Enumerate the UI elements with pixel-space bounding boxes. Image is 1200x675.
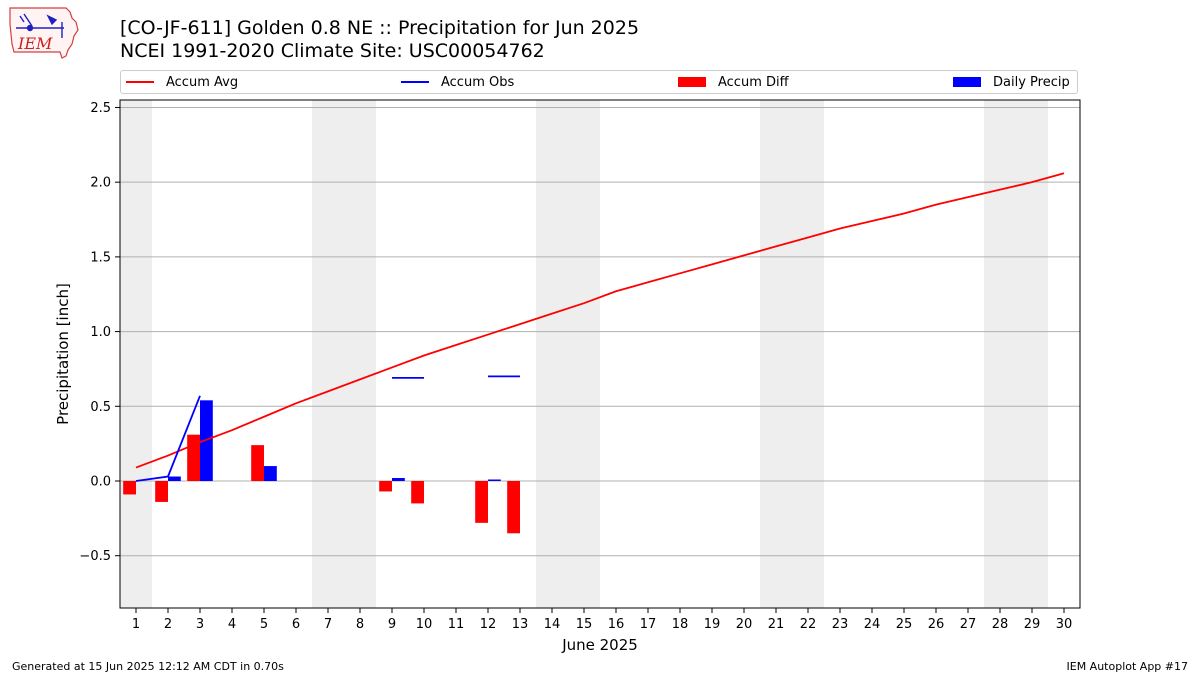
x-tick-label: 26 — [928, 617, 945, 632]
weekend-shading — [120, 100, 1048, 608]
y-tick-label: 0.0 — [90, 475, 111, 490]
chart-title: [CO-JF-611] Golden 0.8 NE :: Precipitati… — [120, 17, 640, 39]
iem-logo: IEM — [9, 7, 79, 59]
x-tick-label: 27 — [960, 617, 977, 632]
x-tick-label: 6 — [292, 617, 300, 632]
plot-frame — [119, 99, 1081, 609]
accum-diff-bar — [475, 481, 488, 523]
chart-legend: Accum Avg Accum Obs Accum Diff Daily Pre… — [120, 70, 1078, 94]
legend-label: Accum Avg — [166, 74, 239, 90]
weekend-band — [312, 100, 376, 608]
accum-diff-bar — [379, 481, 392, 492]
x-tick-label: 30 — [1056, 617, 1073, 632]
accum-diff-bar — [507, 481, 520, 534]
legend-label: Accum Obs — [441, 74, 515, 90]
x-tick-label: 3 — [196, 617, 204, 632]
x-tick-label: 11 — [448, 617, 465, 632]
legend-item-accum-avg: Accum Avg — [126, 71, 238, 93]
x-tick-label: 17 — [640, 617, 657, 632]
x-tick-label: 10 — [416, 617, 433, 632]
accum-diff-bar — [251, 445, 264, 481]
legend-swatch — [126, 81, 154, 83]
accum-diff-bar — [411, 481, 424, 504]
weekend-band — [536, 100, 600, 608]
x-tick-label: 28 — [992, 617, 1009, 632]
daily-precip-bar — [488, 479, 501, 481]
chart-subtitle: NCEI 1991-2020 Climate Site: USC00054762 — [120, 40, 545, 62]
weekend-band — [120, 100, 152, 608]
weekend-band — [760, 100, 824, 608]
weekend-band — [984, 100, 1048, 608]
x-tick-label: 19 — [704, 617, 721, 632]
y-tick-label: −0.5 — [79, 549, 111, 564]
x-tick-label: 8 — [356, 617, 364, 632]
logo-text: IEM — [17, 34, 53, 53]
y-tick-label: 2.5 — [90, 101, 111, 116]
daily-precip-bar — [392, 478, 405, 481]
x-tick-label: 2 — [164, 617, 172, 632]
legend-item-accum-diff: Accum Diff — [678, 71, 789, 93]
x-tick-label: 9 — [388, 617, 396, 632]
axes: 1 2 3 4 5 6 7 8 9 10 11 12 13 14 15 16 17 18 19 20 21 22 23 24 2… — [79, 101, 1072, 632]
x-tick-label: 20 — [736, 617, 753, 632]
legend-label: Accum Diff — [718, 74, 789, 90]
daily-precip-bar — [264, 466, 277, 481]
y-axis-label: Precipitation [inch] — [54, 283, 72, 425]
weather-station-icon — [16, 13, 64, 38]
legend-label: Daily Precip — [993, 74, 1070, 90]
x-tick-label: 23 — [832, 617, 849, 632]
x-tick-label: 14 — [544, 617, 561, 632]
x-tick-label: 4 — [228, 617, 236, 632]
iowa-outline-shape — [9, 7, 79, 59]
y-tick-label: 2.0 — [90, 176, 111, 191]
x-tick-label: 7 — [324, 617, 332, 632]
y-tick-label: 1.5 — [90, 250, 111, 265]
legend-item-daily-precip: Daily Precip — [953, 71, 1070, 93]
x-tick-label: 1 — [132, 617, 140, 632]
daily-precip-bar — [168, 476, 181, 481]
x-tick-label: 16 — [608, 617, 625, 632]
x-tick-label: 21 — [768, 617, 785, 632]
x-tick-label: 13 — [512, 617, 529, 632]
x-tick-label: 25 — [896, 617, 913, 632]
y-tick-label: 0.5 — [90, 400, 111, 415]
legend-swatch — [953, 77, 981, 87]
y-tick-label: 1.0 — [90, 325, 111, 340]
x-tick-label: 29 — [1024, 617, 1041, 632]
accum-avg-line — [135, 172, 1065, 469]
series-lines — [135, 172, 1065, 482]
accum-diff-bar — [187, 434, 200, 481]
grid-lines — [120, 106, 1080, 557]
x-tick-label: 24 — [864, 617, 881, 632]
bars — [123, 400, 520, 534]
legend-item-accum-obs: Accum Obs — [401, 71, 514, 93]
footer-app-text: IEM Autoplot App #17 — [1066, 660, 1189, 673]
x-tick-label: 22 — [800, 617, 817, 632]
x-tick-label: 12 — [480, 617, 497, 632]
footer-generated-text: Generated at 15 Jun 2025 12:12 AM CDT in… — [12, 660, 284, 673]
x-tick-label: 5 — [260, 617, 268, 632]
legend-swatch — [678, 77, 706, 87]
legend-swatch — [401, 81, 429, 83]
x-tick-label: 18 — [672, 617, 689, 632]
accum-obs-line — [135, 395, 201, 482]
accum-diff-bar — [155, 481, 168, 502]
x-axis-label: June 2025 — [561, 636, 638, 654]
accum-diff-bar — [123, 481, 136, 495]
x-tick-label: 15 — [576, 617, 593, 632]
